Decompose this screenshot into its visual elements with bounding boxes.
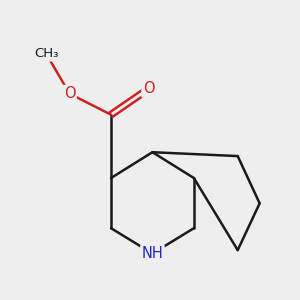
Text: O: O [64,86,75,101]
Text: NH: NH [142,246,163,261]
Text: CH₃: CH₃ [34,47,58,60]
Text: O: O [143,81,154,96]
